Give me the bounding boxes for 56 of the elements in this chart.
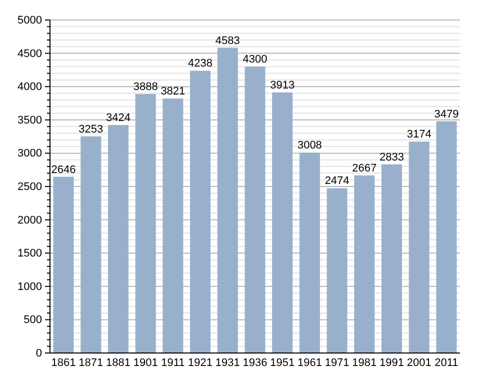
data-label: 3821 <box>160 86 186 98</box>
y-tick-label: 1000 <box>18 280 42 293</box>
y-tick-label: 4000 <box>18 81 42 94</box>
x-tick-label: 2011 <box>434 356 458 369</box>
x-tick-label: 1931 <box>215 356 240 369</box>
y-tick-label: 0 <box>36 348 42 360</box>
y-tick-label: 5000 <box>18 14 42 27</box>
data-label: 2833 <box>380 151 404 164</box>
data-label: 2646 <box>51 164 76 176</box>
x-tick-label: 1921 <box>188 356 213 369</box>
bar <box>299 152 320 353</box>
data-label: 3253 <box>78 123 104 136</box>
x-tick-label: 1861 <box>51 356 76 369</box>
bar <box>326 188 348 353</box>
y-tick-label: 500 <box>24 314 42 326</box>
x-tick-label: 1981 <box>352 356 377 369</box>
data-label: 2667 <box>352 162 377 174</box>
bar <box>108 124 128 353</box>
data-label: 4583 <box>215 34 240 47</box>
data-label: 4300 <box>242 54 268 66</box>
bar <box>354 175 375 353</box>
x-tick-label: 1936 <box>242 356 268 369</box>
data-label: 3008 <box>297 140 322 152</box>
bar <box>272 92 293 353</box>
bar <box>408 142 430 353</box>
y-tick-label: 3000 <box>18 148 42 160</box>
bar <box>162 98 184 353</box>
bar <box>80 136 102 353</box>
x-tick-label: 1991 <box>380 356 404 369</box>
x-tick-label: 1871 <box>78 356 104 369</box>
x-tick-label: 1901 <box>133 356 158 369</box>
y-tick-label: 3500 <box>18 114 42 126</box>
data-label: 4238 <box>188 58 213 70</box>
bar <box>244 66 266 353</box>
data-label: 3174 <box>406 128 432 141</box>
data-label: 3479 <box>434 108 459 120</box>
bar <box>190 70 211 353</box>
x-tick-label: 1951 <box>270 356 295 369</box>
bar <box>217 48 238 353</box>
bar <box>53 176 74 353</box>
bar <box>382 164 402 353</box>
bar <box>436 121 457 353</box>
data-label: 2474 <box>324 175 350 188</box>
data-label: 3888 <box>133 81 158 94</box>
data-label: 3913 <box>270 79 295 92</box>
data-label: 3424 <box>106 112 130 124</box>
y-tick-label: 4500 <box>18 48 42 60</box>
x-tick-label: 1971 <box>324 356 350 369</box>
x-tick-label: 1911 <box>161 356 185 369</box>
y-tick-label: 2500 <box>18 181 42 194</box>
x-tick-label: 2001 <box>406 356 432 369</box>
y-tick-label: 1500 <box>18 248 42 260</box>
bar <box>135 94 156 353</box>
x-tick-label: 1881 <box>106 356 130 369</box>
x-tick-label: 1961 <box>297 356 322 369</box>
y-tick-label: 2000 <box>18 214 42 226</box>
